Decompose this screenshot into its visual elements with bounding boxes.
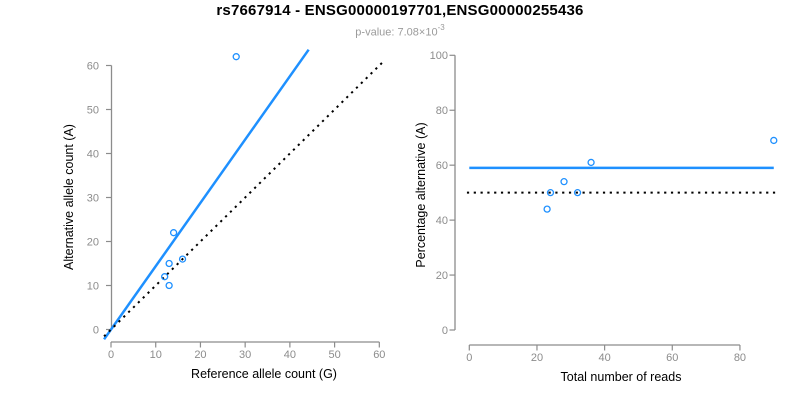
- left-y-axis-label: Alternative allele count (A): [62, 124, 76, 270]
- figure-title: rs7667914 - ENSG00000197701,ENSG00000255…: [216, 2, 584, 19]
- left-x-tick-label: 0: [108, 349, 114, 361]
- right-data-point: [573, 188, 582, 197]
- figure-subtitle: p-value: 7.08×10-3: [0, 23, 800, 39]
- left-data-point: [165, 259, 173, 268]
- left-data-point: [232, 53, 240, 61]
- right-y-tick-label: 0: [442, 325, 448, 337]
- right-y-tick-label: 80: [436, 105, 448, 117]
- right-x-tick-label: 80: [734, 352, 746, 364]
- right-y-tick-label: 60: [436, 160, 448, 172]
- right-x-axis-label: Total number of reads: [561, 370, 682, 384]
- left-x-axis-label: Reference allele count (G): [191, 367, 337, 381]
- right-data-point: [560, 178, 568, 186]
- left-y-tick-label: 50: [87, 104, 99, 116]
- left-x-tick-label: 10: [150, 349, 162, 361]
- left-x-tick-label: 30: [239, 349, 251, 361]
- left-y-tick-label: 40: [87, 148, 99, 160]
- left-y-tick-label: 60: [87, 60, 99, 72]
- right-y-tick-label: 100: [430, 50, 448, 62]
- right-data-point: [587, 158, 595, 167]
- right-y-axis-label: Percentage alternative (A): [414, 122, 428, 267]
- left-data-point: [169, 229, 178, 237]
- right-data-point: [543, 205, 551, 213]
- left-y-tick-label: 20: [87, 236, 99, 248]
- right-y-tick-label: 20: [436, 270, 448, 282]
- right-x-tick-label: 60: [666, 352, 678, 364]
- right-data-point: [546, 188, 555, 197]
- right-y-tick-label: 40: [436, 215, 448, 227]
- left-identity-line-50pct: [103, 60, 385, 338]
- left-x-tick-label: 40: [284, 349, 296, 361]
- right-x-tick-label: 0: [466, 352, 472, 364]
- left-y-tick-label: 0: [93, 324, 99, 336]
- left-data-point: [161, 273, 169, 281]
- left-x-tick-label: 20: [194, 349, 206, 361]
- left-x-tick-label: 50: [328, 349, 340, 361]
- right-x-tick-label: 40: [598, 352, 610, 364]
- left-fit-line-59pct: [103, 48, 310, 341]
- left-x-tick-label: 60: [373, 349, 385, 361]
- left-data-point: [165, 281, 173, 290]
- p-value-text: p-value: 7.08×10: [355, 26, 438, 39]
- right-data-point: [770, 136, 778, 145]
- left-data-point: [178, 255, 187, 263]
- right-x-tick-label: 20: [531, 352, 543, 364]
- left-y-tick-label: 10: [87, 280, 99, 292]
- left-y-tick-label: 30: [87, 192, 99, 204]
- p-value-exponent: -3: [437, 23, 445, 32]
